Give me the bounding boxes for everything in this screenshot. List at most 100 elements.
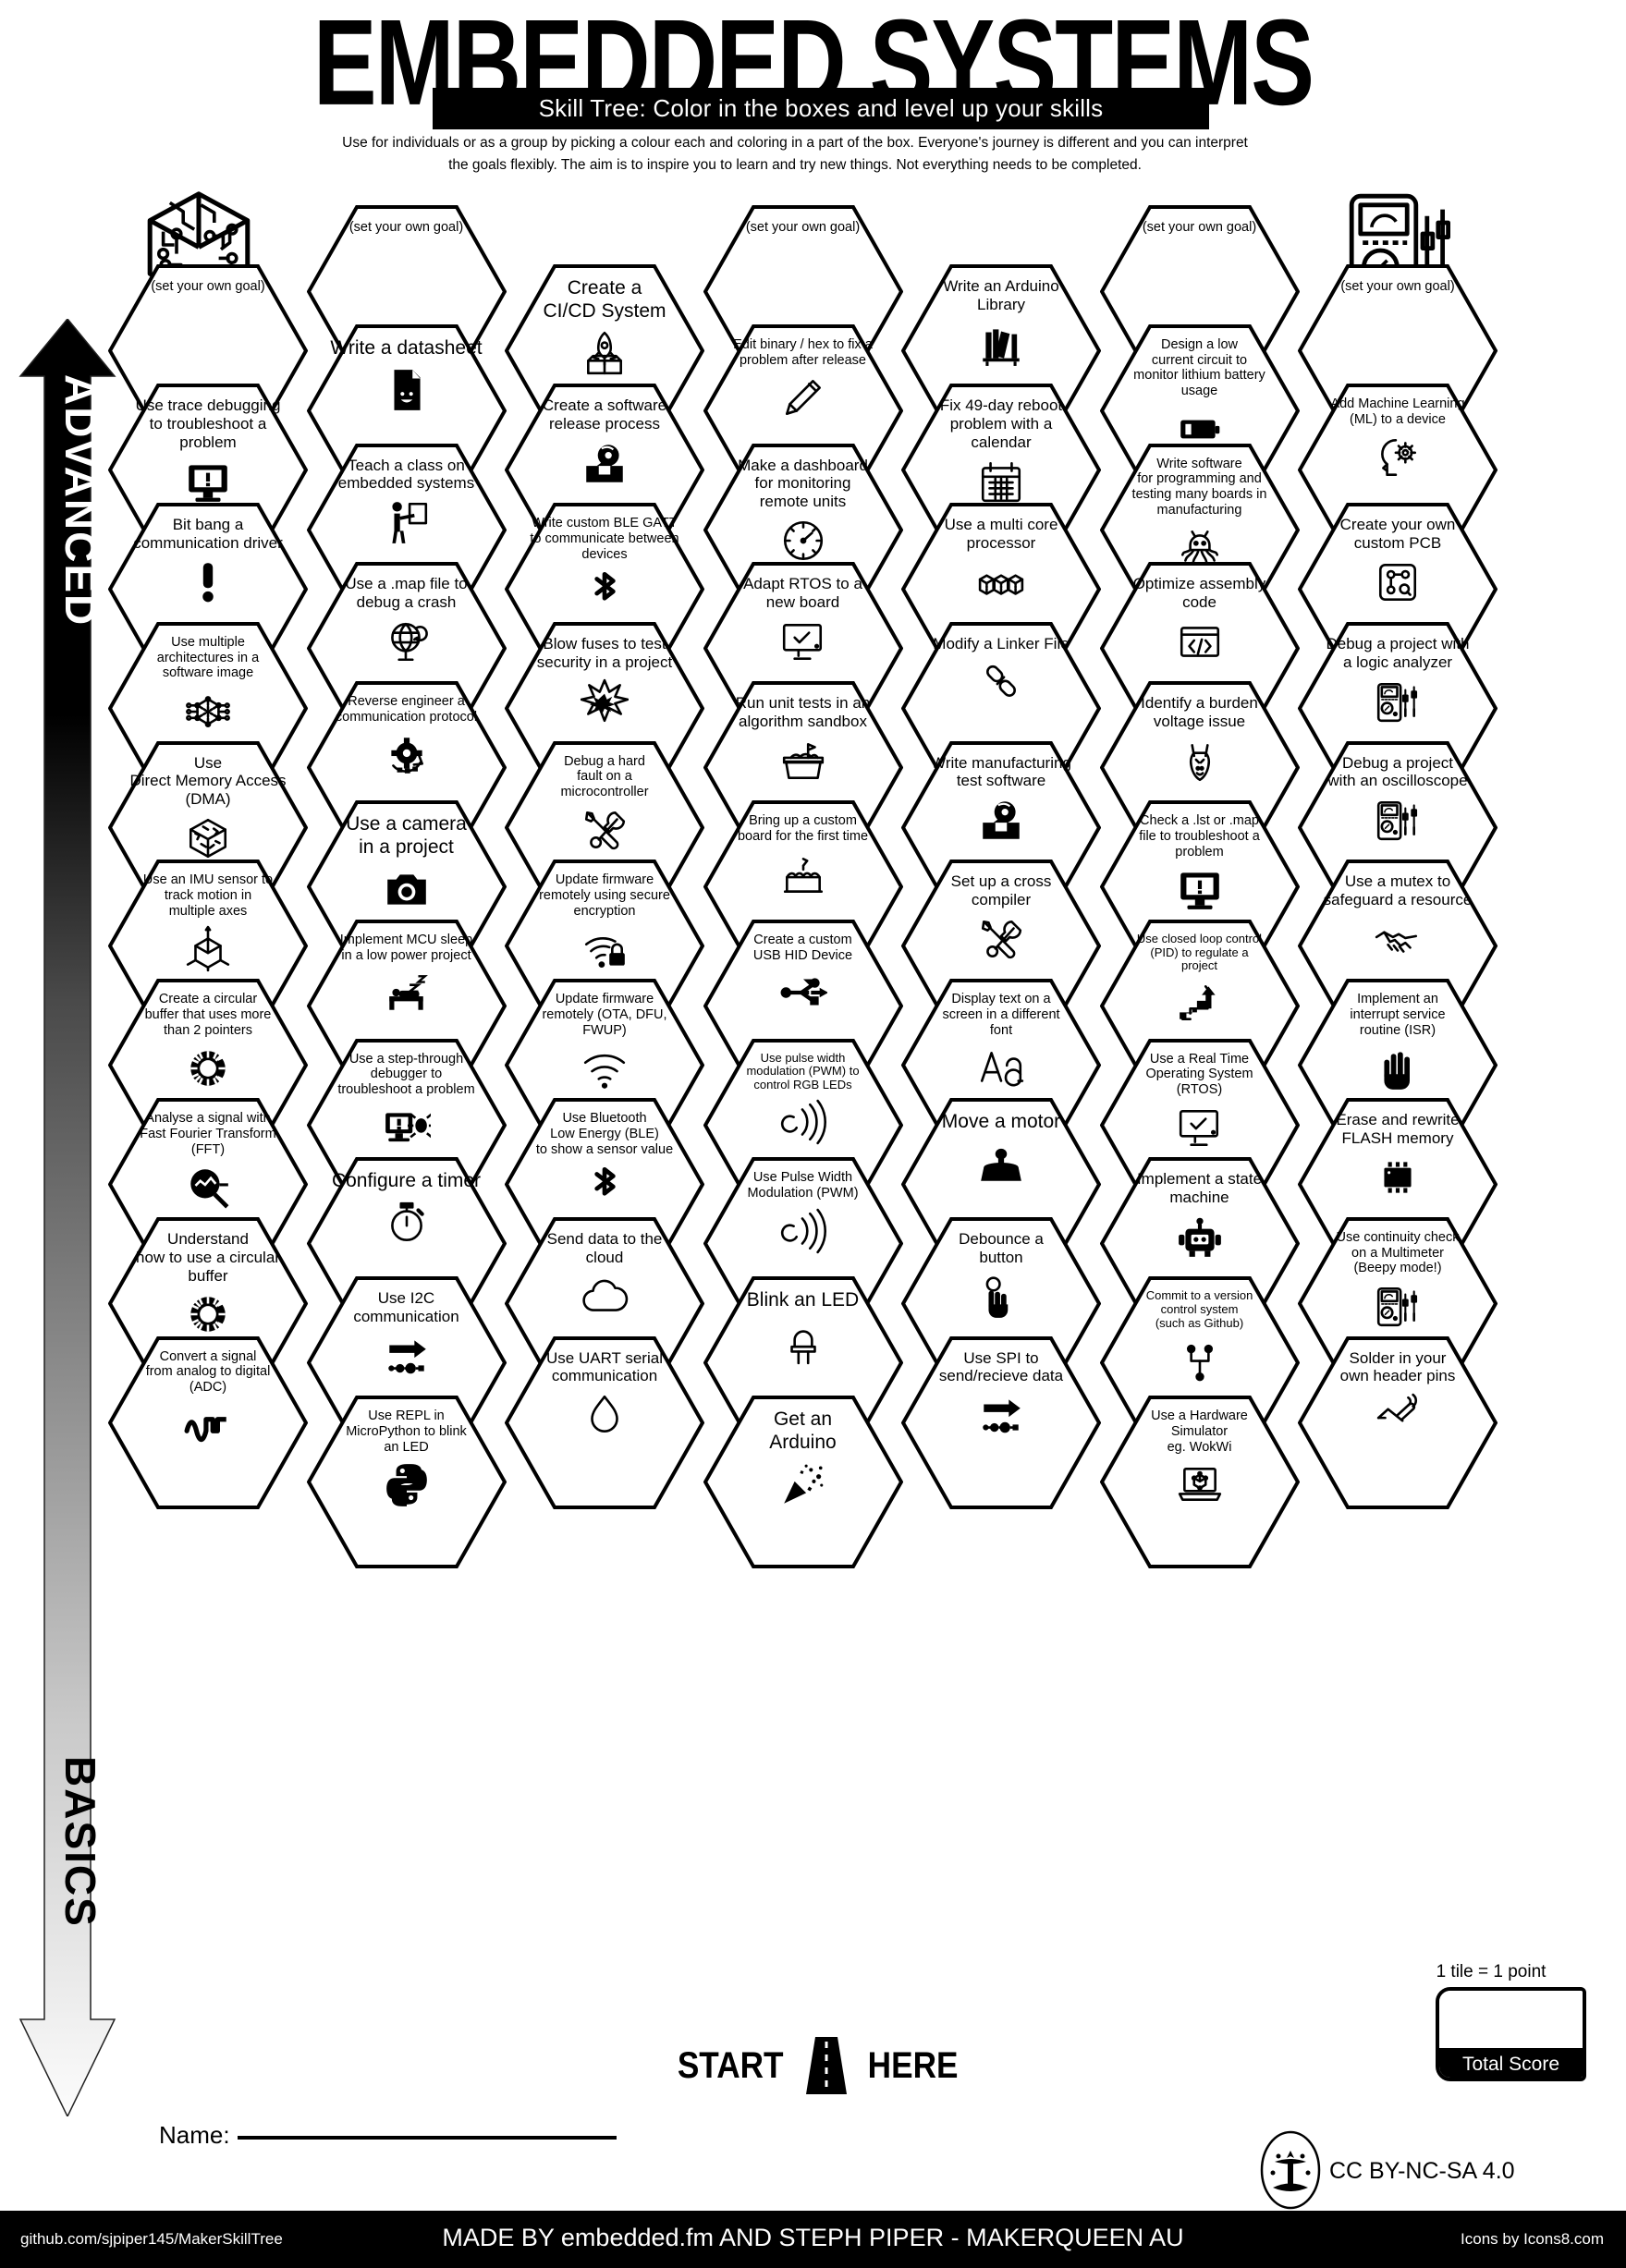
donkey-icon xyxy=(1176,737,1224,785)
skill-tile-label: Use trace debugging to troubleshoot a prob… xyxy=(135,396,281,451)
skill-tile-label: Use an IMU sensor to track motion in multi… xyxy=(142,872,274,920)
skill-tile-label: Use UART serial communication xyxy=(546,1348,663,1385)
led-icon xyxy=(779,1318,827,1366)
skill-tile-label: Modify a Linker File xyxy=(933,634,1070,652)
skill-tile-label: Use Direct Memory Access (DMA) xyxy=(129,753,287,809)
skill-tile-label: Use SPI to send/recieve data xyxy=(938,1348,1064,1385)
skill-tile-label: Reverse engineer a communication protocol xyxy=(335,694,478,725)
footer-icons-credit[interactable]: Icons by Icons8.com xyxy=(1461,2230,1604,2248)
bus-icon xyxy=(977,1391,1025,1439)
name-field-row[interactable]: Name: xyxy=(159,2121,714,2150)
skill-tile-label: Implement MCU sleep in a low power projec… xyxy=(339,932,473,963)
books-icon xyxy=(977,320,1025,368)
skill-tile-label: (set your own goal) xyxy=(745,220,861,235)
skill-tile-label: Debug a hard fault on a microcontroller xyxy=(560,753,649,800)
skill-tile-label: Create a circular buffer that uses more th… xyxy=(144,992,272,1038)
skill-tile-label: Use Bluetooth Low Energy (BLE) to show a s… xyxy=(535,1111,674,1157)
tools-icon xyxy=(581,806,629,854)
cloud-icon xyxy=(581,1273,629,1321)
python-icon xyxy=(383,1460,431,1508)
sleep-icon xyxy=(383,969,431,1017)
pcb-icon xyxy=(1374,558,1422,606)
skill-tile-label: Configure a timer xyxy=(331,1170,482,1192)
robot-icon xyxy=(1176,1213,1224,1261)
chain-icon xyxy=(977,659,1025,707)
skill-tile-label: (set your own goal) xyxy=(1142,220,1257,235)
subtitle-banner: Skill Tree: Color in the boxes and level… xyxy=(433,88,1209,129)
skill-tile-label: Use a Real Time Operating System (RTOS) xyxy=(1145,1051,1253,1098)
difficulty-axis-arrow: ADVANCED BASICS xyxy=(17,319,118,2116)
circular-icon xyxy=(184,1290,232,1338)
footer-repo-link[interactable]: github.com/sjpiper145/MakerSkillTree xyxy=(20,2230,283,2248)
skill-tile-label: Solder in your own header pins xyxy=(1339,1348,1456,1385)
brain-gear-icon xyxy=(1374,433,1422,482)
teacher-icon xyxy=(383,498,431,546)
analyzer-icon xyxy=(1374,677,1422,726)
footer-credit: MADE BY embedded.fm AND STEPH PIPER - MA… xyxy=(442,2224,1184,2251)
skill-tile-label: Design a low current circuit to monitor li… xyxy=(1133,336,1265,399)
party-icon xyxy=(779,1460,827,1508)
chip-icon xyxy=(1374,1153,1422,1201)
wifi-icon xyxy=(581,1044,629,1092)
score-entry-area[interactable] xyxy=(1439,1991,1583,2048)
tile-point-note: 1 tile = 1 point xyxy=(1436,1962,1547,1981)
analyzer-icon xyxy=(1374,796,1422,844)
road-icon xyxy=(805,2037,847,2094)
total-score-box[interactable]: Total Score xyxy=(1436,1987,1586,2081)
skill-tile-label: Set up a cross compiler xyxy=(950,872,1052,909)
skill-hex-tile[interactable]: Use a Hardware Simulator eg. WokWi xyxy=(1099,1396,1300,1568)
skill-tile-label: Debounce a button xyxy=(959,1229,1044,1266)
skill-tile-label: Identify a burden voltage issue xyxy=(1141,694,1258,731)
pid-icon xyxy=(1176,979,1224,1027)
skill-tile-label: Update firmware remotely (OTA, DFU, FWUP) xyxy=(542,992,667,1038)
start-label: START xyxy=(678,2044,784,2086)
skill-tile-label: Blow fuses to test security in a project xyxy=(536,634,673,671)
axes-cube-icon xyxy=(184,925,232,973)
skill-tile-label: Write an Arduino Library xyxy=(943,277,1059,314)
gear-refresh-icon xyxy=(383,731,431,779)
skill-tile-label: Use pulse width modulation (PWM) to contro… xyxy=(746,1050,860,1092)
skill-hex-tile[interactable]: Use REPL in MicroPython to blink an LED xyxy=(306,1396,507,1568)
name-label: Name: xyxy=(159,2121,230,2149)
total-score-label: Total Score xyxy=(1439,2048,1583,2078)
skill-tile-label: Use a Hardware Simulator eg. WokWi xyxy=(1151,1408,1248,1455)
skill-tile-label: Use multiple architectures in a software i… xyxy=(156,634,260,681)
skill-tile-label: Implement an interrupt service routine (IS… xyxy=(1350,992,1446,1038)
skill-tile-label: Write software for programming and testing… xyxy=(1131,456,1267,518)
creative-commons-icon xyxy=(1260,2130,1321,2210)
skill-hex-tile[interactable]: Solder in your own header pins xyxy=(1298,1335,1498,1509)
skill-tile-label: Implement a state machine xyxy=(1136,1170,1263,1207)
battery-icon xyxy=(1176,405,1224,453)
skill-tile-label: Use a mutex to safeguard a resource xyxy=(1323,872,1473,909)
skill-tile-label: Use REPL in MicroPython to blink an LED xyxy=(346,1408,467,1455)
skill-hex-tile[interactable]: Use UART serial communication xyxy=(505,1335,704,1509)
name-input-line[interactable] xyxy=(237,2136,617,2140)
release-box-icon xyxy=(977,796,1025,844)
bus-icon xyxy=(383,1332,431,1380)
skill-tile-label: Create your own custom PCB xyxy=(1339,516,1456,552)
laptop-icon xyxy=(1176,1460,1224,1508)
cube-nodes-icon xyxy=(184,687,232,735)
skill-tile-label: Blink an LED xyxy=(746,1289,860,1311)
skill-tile-label: Bring up a custom board for the first tim… xyxy=(737,813,869,844)
skill-hex-tile[interactable]: Convert a signal from analog to digital (A… xyxy=(108,1335,308,1509)
skill-hex-tile[interactable]: Use SPI to send/recieve data xyxy=(901,1335,1101,1509)
monitor-check-icon xyxy=(779,617,827,665)
skill-hex-tile[interactable]: Get an Arduino xyxy=(703,1396,903,1568)
pencil-icon xyxy=(779,373,827,421)
hand-icon xyxy=(1374,1044,1422,1092)
document-icon xyxy=(383,366,431,414)
wifi-lock-icon xyxy=(581,925,629,973)
here-label: HERE xyxy=(867,2044,959,2086)
skill-tile-label: Create a software release process xyxy=(542,396,667,433)
usb-icon xyxy=(779,969,827,1017)
rocket-box-icon xyxy=(581,329,629,377)
tools-icon xyxy=(977,915,1025,963)
skill-tile-label: Use a camera in a project xyxy=(346,813,467,858)
skill-tile-label: Display text on a screen in a different fo… xyxy=(942,992,1060,1038)
signal-icon xyxy=(779,1207,827,1255)
skill-tile-label: Commit to a version control system (such a… xyxy=(1145,1288,1253,1330)
fft-icon xyxy=(184,1163,232,1211)
skill-tile-label: Get an Arduino xyxy=(769,1408,837,1453)
release-box-icon xyxy=(581,439,629,487)
